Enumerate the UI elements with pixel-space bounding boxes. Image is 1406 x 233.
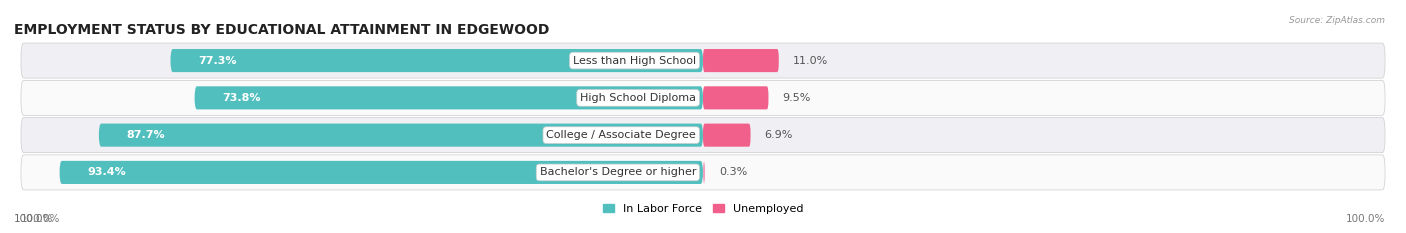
Text: 6.9%: 6.9% xyxy=(765,130,793,140)
Text: 100.0%: 100.0% xyxy=(21,214,60,224)
Text: 87.7%: 87.7% xyxy=(127,130,165,140)
FancyBboxPatch shape xyxy=(21,155,1385,190)
Text: 73.8%: 73.8% xyxy=(222,93,260,103)
FancyBboxPatch shape xyxy=(703,123,751,147)
Text: High School Diploma: High School Diploma xyxy=(581,93,696,103)
Text: College / Associate Degree: College / Associate Degree xyxy=(547,130,696,140)
Text: 100.0%: 100.0% xyxy=(1346,214,1385,224)
Text: Bachelor's Degree or higher: Bachelor's Degree or higher xyxy=(540,168,696,177)
FancyBboxPatch shape xyxy=(59,161,703,184)
FancyBboxPatch shape xyxy=(703,49,779,72)
FancyBboxPatch shape xyxy=(194,86,703,110)
Text: 0.3%: 0.3% xyxy=(718,168,747,177)
FancyBboxPatch shape xyxy=(98,123,703,147)
FancyBboxPatch shape xyxy=(21,118,1385,153)
Text: Source: ZipAtlas.com: Source: ZipAtlas.com xyxy=(1289,16,1385,25)
FancyBboxPatch shape xyxy=(703,86,769,110)
Text: 77.3%: 77.3% xyxy=(198,56,236,65)
Text: 9.5%: 9.5% xyxy=(782,93,811,103)
Text: 93.4%: 93.4% xyxy=(87,168,127,177)
Legend: In Labor Force, Unemployed: In Labor Force, Unemployed xyxy=(598,199,808,218)
FancyBboxPatch shape xyxy=(170,49,703,72)
Text: EMPLOYMENT STATUS BY EDUCATIONAL ATTAINMENT IN EDGEWOOD: EMPLOYMENT STATUS BY EDUCATIONAL ATTAINM… xyxy=(14,23,550,37)
Text: Less than High School: Less than High School xyxy=(574,56,696,65)
FancyBboxPatch shape xyxy=(703,161,704,184)
Text: 11.0%: 11.0% xyxy=(793,56,828,65)
Text: 100.0%: 100.0% xyxy=(14,214,53,224)
FancyBboxPatch shape xyxy=(21,80,1385,115)
FancyBboxPatch shape xyxy=(21,43,1385,78)
